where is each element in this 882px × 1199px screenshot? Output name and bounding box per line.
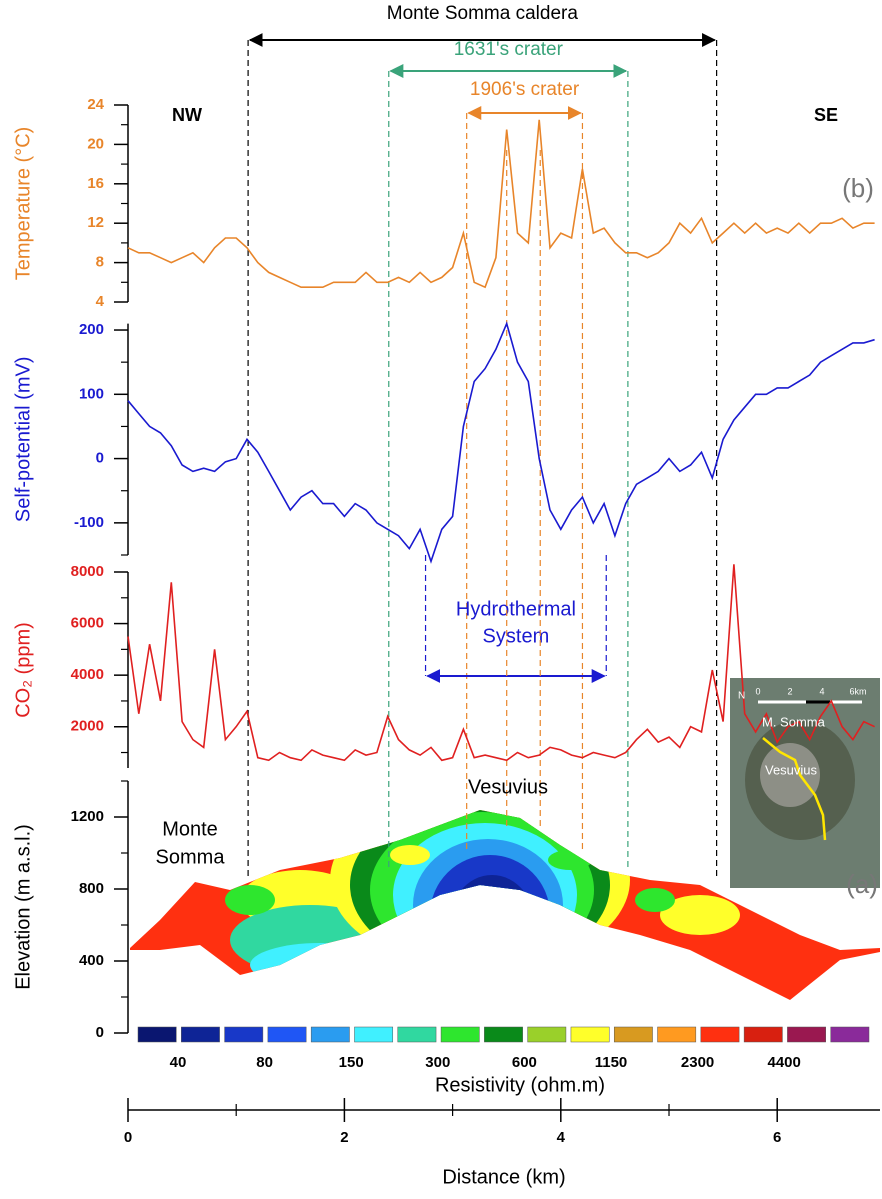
colorbar-swatch	[181, 1026, 220, 1043]
direction-label: SE	[814, 105, 838, 125]
colorbar-swatch	[700, 1026, 740, 1043]
y-tick-label: 4000	[71, 666, 104, 683]
y-tick-label: 200	[79, 321, 104, 338]
y-axis-label: Temperature (°C)	[12, 127, 34, 281]
map-inset	[730, 678, 880, 888]
x-tick-label: 6	[773, 1129, 781, 1146]
colorbar-title: Resistivity (ohm.m)	[435, 1074, 605, 1096]
y-tick-label: -100	[74, 514, 104, 531]
y-axis-label: CO₂ (ppm)	[12, 622, 34, 718]
colorbar-label: 40	[170, 1054, 187, 1071]
annotation-label: Monte Somma caldera	[387, 3, 579, 24]
colorbar-swatch	[310, 1026, 350, 1043]
y-axis-label: Self-potential (mV)	[12, 356, 34, 522]
inset-scale: 4	[819, 686, 824, 696]
annotation-label: System	[483, 625, 550, 647]
colorbar-label: 150	[339, 1054, 364, 1071]
inset-north: N	[738, 691, 745, 702]
y-tick-label: 0	[96, 1024, 104, 1041]
y-tick-label: 20	[87, 135, 104, 152]
colorbar-swatch	[484, 1026, 523, 1043]
place-label: Monte	[162, 818, 218, 840]
data-line	[127, 564, 875, 762]
inset-scale: 0	[755, 686, 760, 696]
annotation-label: Hydrothermal	[456, 598, 576, 620]
inset-place: M. Somma	[762, 714, 826, 729]
colorbar-label: 2300	[681, 1054, 714, 1071]
y-tick-label: 400	[79, 952, 104, 969]
colorbar-swatch	[397, 1026, 437, 1043]
colorbar-swatch	[743, 1026, 783, 1043]
colorbar-swatch	[657, 1026, 697, 1043]
place-label: Somma	[156, 846, 226, 868]
colorbar-swatch	[527, 1026, 567, 1043]
inset-place: Vesuvius	[765, 762, 818, 777]
y-tick-label: 800	[79, 880, 104, 897]
y-tick-label: 0	[96, 450, 104, 467]
colorbar-swatch	[440, 1026, 480, 1043]
y-tick-label: 12	[87, 214, 104, 231]
colorbar-swatch	[224, 1026, 264, 1043]
y-tick-label: 6000	[71, 615, 104, 632]
colorbar-label: 600	[512, 1054, 537, 1071]
colorbar-label: 4400	[768, 1054, 801, 1071]
colorbar-swatch	[830, 1026, 870, 1043]
y-tick-label: 100	[79, 385, 104, 402]
y-tick-label: 8	[96, 254, 104, 271]
colorbar-swatch	[137, 1026, 177, 1043]
x-tick-label: 2	[340, 1129, 348, 1146]
colorbar-swatch	[267, 1026, 307, 1043]
y-tick-label: 16	[87, 175, 104, 192]
direction-label: NW	[172, 105, 202, 125]
inset-scale: 2	[787, 686, 792, 696]
y-tick-label: 4	[96, 293, 105, 310]
y-axis-label: Elevation (m a.s.l.)	[12, 824, 34, 990]
x-axis-label: Distance (km)	[442, 1166, 565, 1188]
panel-label: (b)	[842, 173, 874, 203]
inset-scale: 6km	[849, 686, 866, 696]
colorbar-label: 300	[425, 1054, 450, 1071]
data-line	[127, 321, 875, 564]
y-tick-label: 1200	[71, 808, 104, 825]
colorbar-swatch	[354, 1026, 394, 1043]
annotation-label: 1631's crater	[454, 39, 564, 60]
data-line	[127, 119, 875, 289]
y-tick-label: 8000	[71, 563, 104, 580]
panel-label: (a)	[846, 869, 878, 899]
colorbar-swatch	[613, 1026, 653, 1043]
annotation-label: 1906's crater	[470, 79, 580, 100]
y-tick-label: 2000	[71, 718, 104, 735]
place-label: Vesuvius	[468, 776, 548, 798]
x-tick-label: 0	[124, 1129, 132, 1146]
x-tick-label: 4	[557, 1129, 566, 1146]
y-tick-label: 24	[87, 96, 104, 113]
colorbar-swatch	[570, 1026, 610, 1043]
colorbar-label: 80	[256, 1054, 273, 1071]
colorbar-swatch	[787, 1026, 826, 1043]
colorbar-label: 1150	[595, 1054, 628, 1071]
